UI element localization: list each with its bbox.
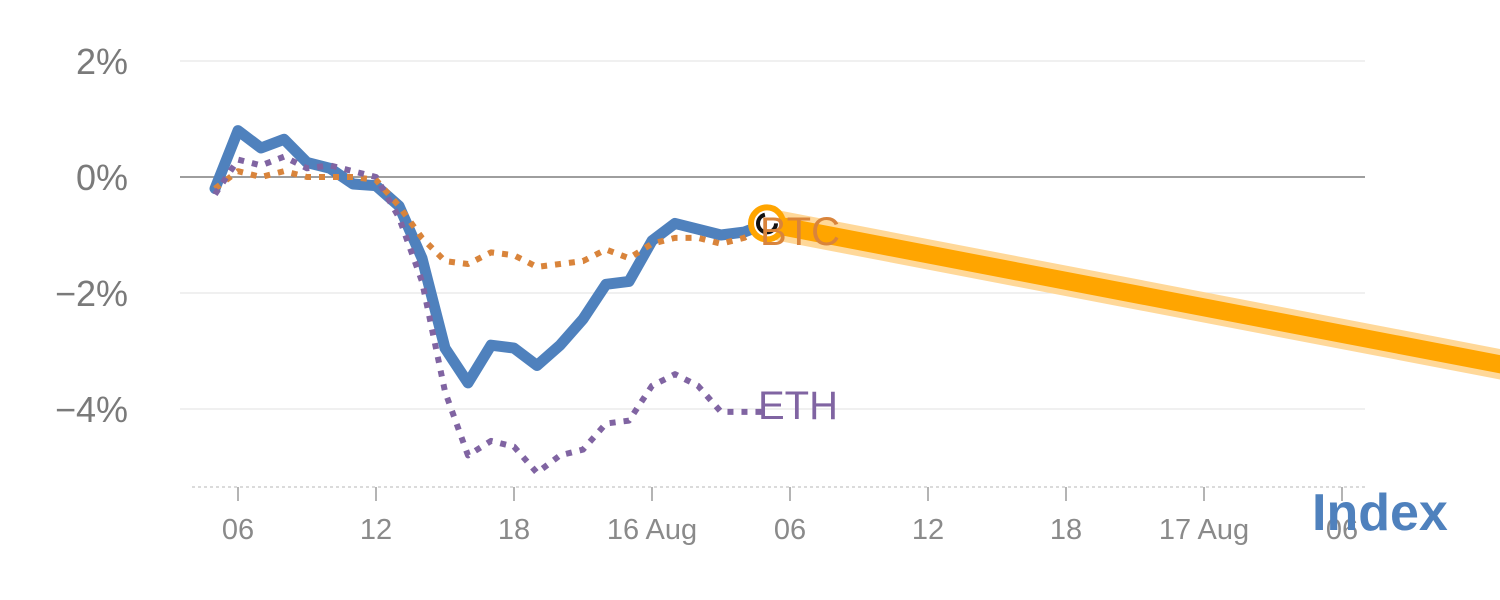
x-tick-label: 18 — [498, 514, 530, 546]
eth-line — [212, 153, 767, 476]
x-tick-label: 16 Aug — [607, 514, 697, 546]
y-tick-label: −2% — [55, 273, 128, 314]
label-layer: BTC ETH Index — [758, 210, 1448, 542]
x-tick-label: 06 — [774, 514, 806, 546]
current-value-marker-inner — [756, 212, 778, 235]
x-tick-label: 06 — [1326, 514, 1358, 546]
highlight-line — [765, 214, 1500, 374]
series-label-eth: ETH — [758, 384, 838, 428]
x-tick-label: 17 Aug — [1159, 514, 1249, 546]
axis-layer: 2% 0% −2% −4% 06 12 18 16 Aug 06 12 18 17 Aug 06 — [55, 41, 1365, 546]
x-tick-label: 12 — [912, 514, 944, 546]
series-label-btc: BTC — [760, 210, 840, 254]
series-label-index: Index — [1312, 484, 1448, 542]
y-tick-label: 2% — [76, 41, 128, 82]
y-tick-label: 0% — [76, 157, 128, 198]
x-tick-label: 06 — [222, 514, 254, 546]
btc-line — [213, 168, 769, 270]
index-line — [209, 125, 773, 389]
x-tick-label: 18 — [1050, 514, 1082, 546]
x-tick-label: 12 — [360, 514, 392, 546]
current-value-marker — [748, 204, 786, 243]
series-layer — [209, 125, 1500, 476]
y-tick-label: −4% — [55, 389, 128, 430]
